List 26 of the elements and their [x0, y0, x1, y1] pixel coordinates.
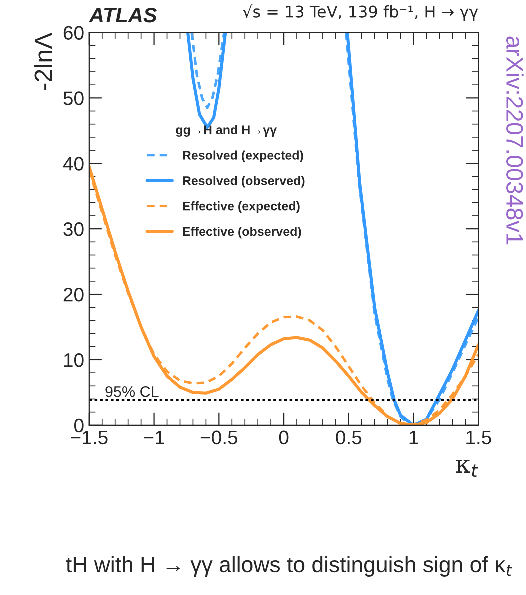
- y-tick-label: 0: [74, 418, 84, 433]
- legend-label: Resolved (expected): [183, 150, 304, 162]
- x-tick-label: 0.5: [336, 430, 362, 445]
- x-tick-label: −1: [144, 431, 164, 444]
- x-tick-label: 0: [279, 430, 289, 445]
- y-tick-label: 60: [64, 26, 84, 40]
- chart-title: ATLAS: [88, 8, 158, 23]
- x-axis-title: κ$_{t}$: [456, 460, 478, 478]
- y-tick-label: 20: [64, 288, 84, 302]
- x-tick-label: −1.5: [71, 431, 108, 445]
- y-tick-label: 30: [64, 222, 84, 236]
- legend-title: gg→H and H→γγ: [176, 125, 278, 137]
- chart-subtitle: √s = 13 TeV, 139 fb⁻¹, H → γγ: [242, 4, 478, 21]
- legend-label: Resolved (observed): [183, 176, 305, 188]
- x-tick-label: 1.5: [466, 431, 492, 445]
- text: tH with H → γγ allows to distinguish sign of κ$_{t}$: [66, 556, 512, 577]
- y-tick-label: 50: [64, 92, 84, 106]
- text: arXiv:2207.00348v1: [506, 36, 524, 245]
- y-tick-label: 40: [63, 157, 84, 171]
- y-tick-label: 10: [64, 353, 84, 368]
- ref-line-label: 95% CL: [106, 386, 159, 398]
- x-tick-label: 1: [410, 431, 418, 444]
- x-tick-label: −0.5: [200, 430, 238, 445]
- legend-label: Effective (observed): [183, 226, 302, 239]
- y-axis-title: -2lnΛ: [34, 32, 52, 90]
- legend-label: Effective (expected): [183, 202, 300, 214]
